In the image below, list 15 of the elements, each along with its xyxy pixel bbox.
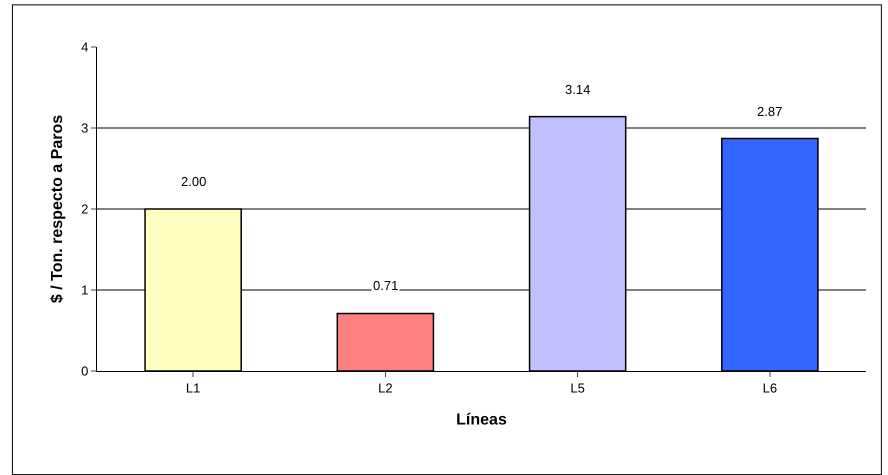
- x-tick-label: L5: [570, 380, 585, 396]
- x-tick-label: L1: [186, 380, 200, 396]
- y-tick-label: 2: [81, 202, 88, 217]
- x-axis-title: Líneas: [456, 411, 507, 428]
- y-tick-label: 1: [81, 282, 88, 298]
- data-label: 3.14: [565, 82, 590, 97]
- x-tick-label: L2: [378, 380, 393, 396]
- data-label: 0.71: [373, 278, 398, 293]
- x-tick-label: L6: [762, 380, 778, 396]
- y-tick-label: 0: [81, 364, 88, 379]
- y-axis-title: $ / Ton. respecto a Paros: [49, 114, 66, 304]
- y-tick-label: 4: [81, 40, 88, 55]
- data-label: 2.00: [181, 174, 206, 189]
- y-tick-label: 3: [81, 120, 88, 136]
- data-label: 2.87: [757, 104, 782, 119]
